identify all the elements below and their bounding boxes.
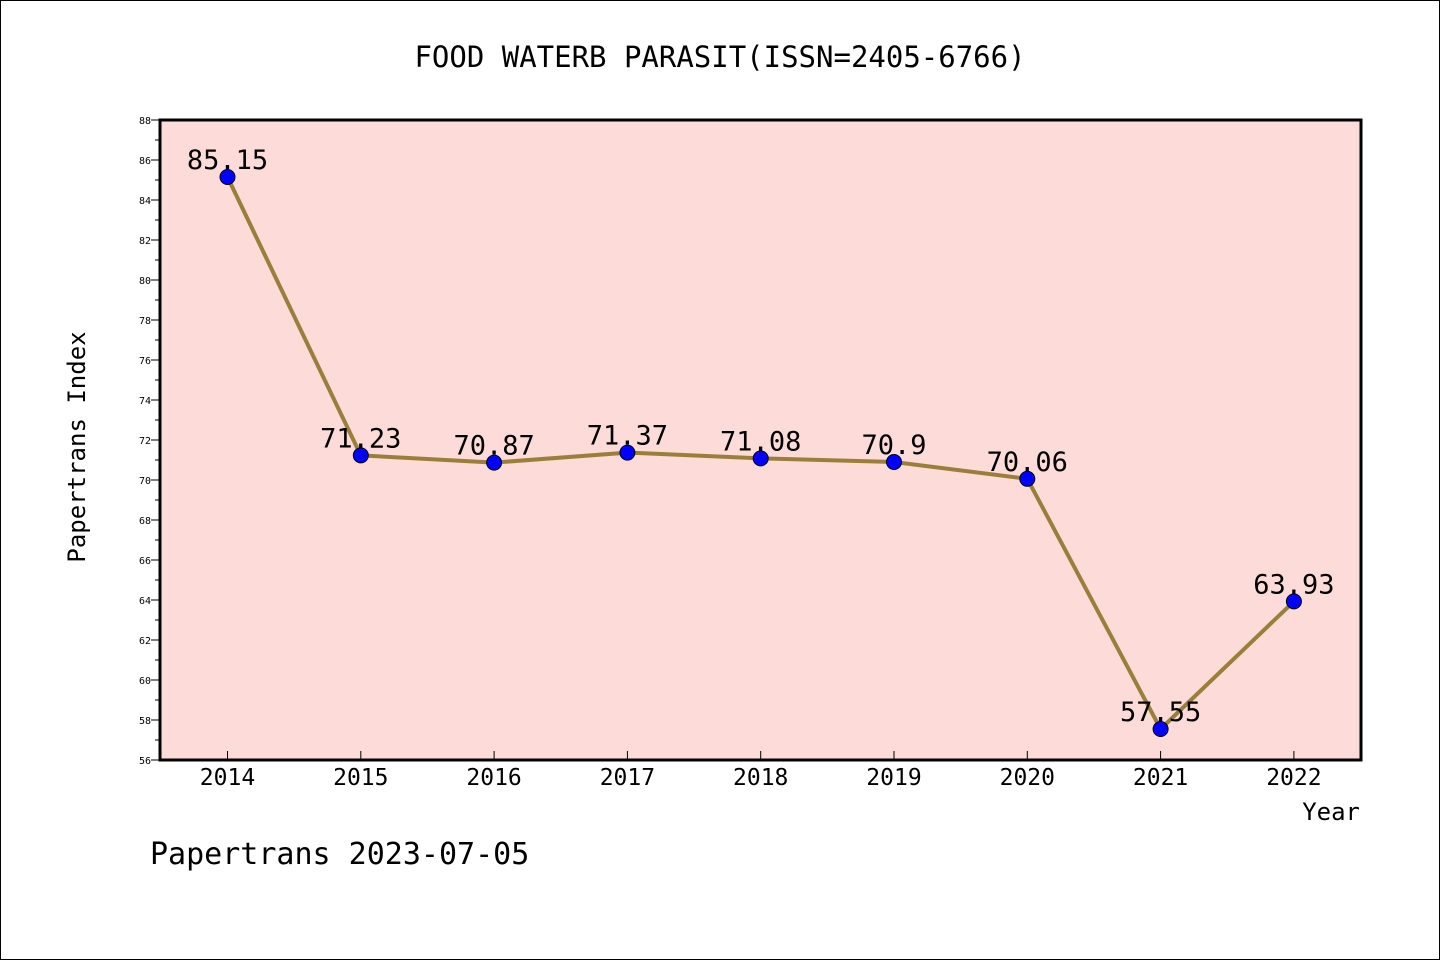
x-tick-label: 2019 — [866, 765, 921, 791]
x-tick-label: 2017 — [600, 765, 655, 791]
y-tick-label: 58 — [139, 716, 151, 727]
x-tick-label: 2015 — [333, 765, 388, 791]
data-point-2014 — [219, 169, 236, 185]
data-label-2019: 70.9 — [861, 430, 926, 461]
y-tick-label: 86 — [139, 156, 151, 167]
x-tick-label: 2014 — [200, 765, 255, 791]
plot-area — [158, 118, 1363, 762]
data-point-2017 — [619, 444, 636, 461]
data-point-2022 — [1285, 593, 1302, 610]
data-label-2018: 71.08 — [720, 426, 801, 457]
x-tick-label: 2020 — [1000, 765, 1055, 791]
chart-title: FOOD WATERB PARASIT(ISSN=2405-6766) — [414, 40, 1025, 74]
data-point-2018 — [752, 450, 769, 467]
y-axis: 56 58 60 62 64 66 68 70 72 74 76 78 80 82 84 86 88 — [139, 116, 160, 767]
data-label-2022: 63.93 — [1253, 569, 1334, 600]
y-tick-label: 82 — [139, 236, 151, 247]
x-tick-label: 2016 — [466, 765, 521, 791]
y-tick-label: 64 — [139, 596, 151, 607]
x-tick-label: 2022 — [1266, 765, 1321, 791]
y-tick-label: 68 — [139, 516, 151, 527]
y-tick-label: 80 — [139, 276, 151, 287]
x-axis-label: Year — [1302, 798, 1360, 826]
data-label-2014: 85.15 — [187, 145, 268, 176]
data-point-2021 — [1152, 721, 1169, 737]
series-papertrans-index — [219, 169, 1302, 737]
data-point-2016 — [486, 454, 503, 471]
y-tick-label: 66 — [139, 556, 151, 567]
y-axis-label: Papertrans Index — [63, 331, 91, 562]
data-label-2021: 57.55 — [1120, 697, 1201, 728]
y-tick-label: 78 — [139, 316, 151, 327]
y-tick-label: 74 — [139, 396, 151, 407]
y-tick-label: 62 — [139, 636, 151, 647]
y-tick-label: 60 — [139, 676, 151, 687]
x-tick-label: 2018 — [733, 765, 788, 791]
data-label-2017: 71.37 — [587, 421, 668, 452]
y-tick-label: 72 — [139, 436, 151, 447]
data-point-2019 — [886, 454, 902, 470]
data-label-2020: 70.06 — [987, 447, 1068, 478]
y-tick-label: 88 — [139, 116, 151, 127]
data-label-2015: 71.23 — [320, 423, 401, 454]
footer-watermark: Papertrans 2023-07-05 — [150, 837, 529, 872]
y-tick-label: 70 — [139, 476, 151, 487]
x-axis: 2014 2015 2016 2017 2018 2019 2020 2021 2022 — [200, 751, 1322, 791]
y-tick-label: 56 — [139, 756, 151, 767]
y-tick-label: 84 — [139, 196, 151, 207]
data-label-2016: 70.87 — [453, 431, 534, 462]
x-tick-label: 2021 — [1133, 765, 1188, 791]
data-point-2020 — [1019, 470, 1036, 487]
data-labels: 85.15 71.23 70.87 71.37 71.08 70.9 70.06 57.55 6… — [187, 145, 1335, 728]
y-tick-label: 76 — [139, 356, 151, 367]
data-point-2015 — [352, 447, 369, 464]
